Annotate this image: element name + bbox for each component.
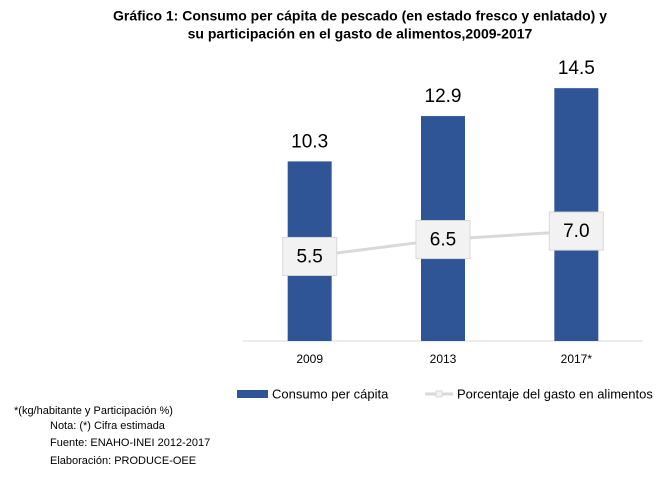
chart-title: Gráfico 1: Consumo per cápita de pescado… xyxy=(113,8,607,24)
x-tick-label: 2013 xyxy=(430,352,457,366)
label-box xyxy=(548,211,604,251)
legend-label: Porcentaje del gasto en alimentos xyxy=(457,386,653,401)
note: Elaboración: PRODUCE-OEE xyxy=(50,455,196,467)
data-label: 12.9 xyxy=(425,86,462,107)
note: Fuente: ENAHO-INEI 2012-2017 xyxy=(50,437,210,449)
note: Nota: (*) Cifra estimada xyxy=(50,420,166,432)
data-label: 7.0 xyxy=(563,221,589,242)
data-label: 10.3 xyxy=(291,131,328,152)
data-label: 6.5 xyxy=(430,230,456,251)
note: *(kg/habitante y Participación %) xyxy=(14,405,173,417)
legend-swatch xyxy=(237,390,268,398)
data-label: 14.5 xyxy=(558,58,595,79)
chart-title: su participación en el gasto de alimento… xyxy=(188,26,533,42)
x-tick-label: 2017* xyxy=(561,352,593,366)
label-box xyxy=(415,220,471,260)
legend-label: Consumo per cápita xyxy=(272,386,389,401)
label-box xyxy=(282,236,338,276)
data-label: 5.5 xyxy=(296,246,322,267)
legend-swatch xyxy=(435,390,443,398)
x-tick-label: 2009 xyxy=(296,352,323,366)
